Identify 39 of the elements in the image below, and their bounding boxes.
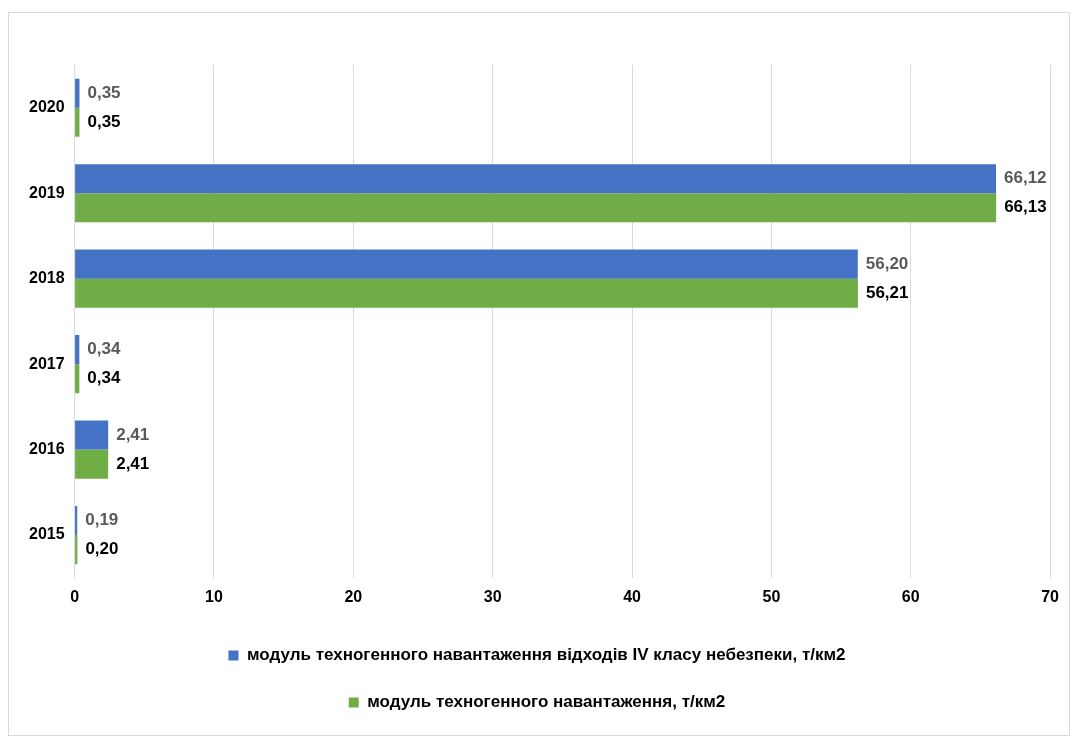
legend-label: модуль техногенного навантаження, т/км2 xyxy=(367,692,726,712)
y-tick-label: 2015 xyxy=(29,525,65,543)
bar xyxy=(75,506,78,536)
data-label: 56,20 xyxy=(865,253,909,273)
y-tick-label: 2019 xyxy=(29,183,65,201)
data-label: 0,35 xyxy=(87,82,121,102)
bar xyxy=(75,164,997,194)
data-label: 0,34 xyxy=(87,368,121,388)
data-label: 2,41 xyxy=(116,424,150,444)
x-tick-label: 30 xyxy=(483,587,502,605)
bar xyxy=(75,420,109,450)
x-tick-label: 20 xyxy=(344,587,363,605)
data-label: 0,35 xyxy=(87,111,121,131)
y-tick-label: 2020 xyxy=(29,98,65,116)
bar xyxy=(75,278,858,308)
data-label: 56,21 xyxy=(865,282,909,302)
data-label: 66,13 xyxy=(1004,197,1047,217)
bar xyxy=(75,364,80,394)
bar xyxy=(75,107,80,137)
x-tick-label: 50 xyxy=(762,587,781,605)
x-tick-label: 70 xyxy=(1041,587,1060,605)
bar xyxy=(75,335,80,365)
bar xyxy=(75,78,80,108)
data-label: 0,19 xyxy=(85,510,119,530)
y-tick-label: 2016 xyxy=(29,440,65,458)
bar xyxy=(75,249,858,279)
y-tick-label: 2017 xyxy=(29,354,65,372)
x-tick-label: 40 xyxy=(623,587,642,605)
x-tick-label: 60 xyxy=(901,587,920,605)
legend-label: модуль техногенного навантаження відходів IV класу небезпеки, т/км2 xyxy=(246,645,846,665)
bar xyxy=(75,449,109,479)
y-tick-label: 2018 xyxy=(29,269,65,287)
data-label: 2,41 xyxy=(116,453,150,473)
data-label: 0,20 xyxy=(85,539,119,559)
bar xyxy=(75,193,997,223)
data-label: 0,34 xyxy=(87,339,121,359)
x-tick-label: 10 xyxy=(205,587,223,605)
x-tick-label: 0 xyxy=(70,587,80,605)
data-label: 66,12 xyxy=(1004,168,1047,188)
